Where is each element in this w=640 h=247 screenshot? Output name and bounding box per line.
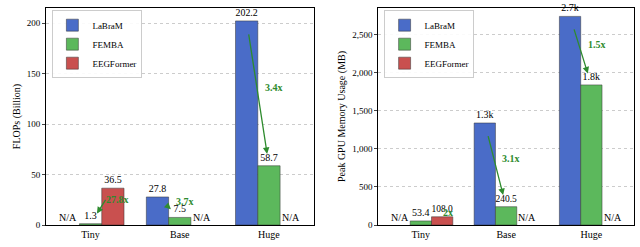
svg-text:58.7: 58.7 (260, 152, 278, 163)
svg-text:0: 0 (36, 220, 41, 230)
svg-text:N/A: N/A (518, 212, 536, 223)
svg-text:150: 150 (27, 69, 41, 79)
svg-text:7.5: 7.5 (174, 203, 187, 214)
svg-text:1,000: 1,000 (352, 144, 373, 154)
svg-text:1.3k: 1.3k (476, 109, 494, 120)
svg-text:100: 100 (27, 119, 41, 129)
svg-text:FLOPs (Billion): FLOPs (Billion) (11, 84, 23, 149)
svg-text:N/A: N/A (193, 212, 211, 223)
svg-text:202.2: 202.2 (236, 7, 258, 18)
svg-text:Tiny: Tiny (81, 229, 100, 240)
svg-text:27.8: 27.8 (149, 183, 167, 194)
svg-text:500: 500 (359, 182, 373, 192)
svg-text:Peak GPU Memory Usage (MB): Peak GPU Memory Usage (MB) (336, 51, 348, 182)
svg-text:N/A: N/A (59, 212, 77, 223)
svg-text:Huge: Huge (258, 229, 280, 240)
svg-text:53.4: 53.4 (412, 207, 430, 218)
svg-text:Tiny: Tiny (412, 229, 431, 240)
svg-text:1.8k: 1.8k (583, 71, 601, 82)
svg-text:Base: Base (496, 229, 516, 240)
svg-text:1.5x: 1.5x (588, 39, 606, 50)
svg-text:0: 0 (368, 220, 373, 230)
svg-text:EEGFormer: EEGFormer (92, 59, 136, 69)
svg-text:2,500: 2,500 (352, 30, 373, 40)
svg-text:3.4x: 3.4x (265, 82, 283, 93)
svg-text:3.7x: 3.7x (176, 196, 194, 207)
svg-text:N/A: N/A (282, 212, 300, 223)
svg-text:50: 50 (31, 170, 41, 180)
svg-text:3.1x: 3.1x (502, 153, 520, 164)
svg-text:240.5: 240.5 (495, 194, 517, 204)
svg-text:1.3: 1.3 (84, 210, 97, 221)
svg-text:LaBraM: LaBraM (92, 21, 123, 31)
svg-text:108.0: 108.0 (432, 204, 454, 214)
svg-text:Huge: Huge (581, 229, 603, 240)
svg-text:36.5: 36.5 (104, 174, 122, 185)
svg-text:1,500: 1,500 (352, 106, 373, 116)
svg-text:N/A: N/A (604, 212, 622, 223)
svg-text:2.7k: 2.7k (561, 2, 579, 13)
svg-text:2,000: 2,000 (352, 68, 373, 78)
svg-text:FEMBA: FEMBA (425, 40, 457, 50)
svg-text:Base: Base (170, 229, 190, 240)
svg-text:LaBraM: LaBraM (425, 21, 456, 31)
svg-text:200: 200 (27, 18, 41, 28)
svg-text:N/A: N/A (391, 212, 409, 223)
svg-text:FEMBA: FEMBA (92, 40, 124, 50)
svg-text:EEGFormer: EEGFormer (425, 59, 469, 69)
svg-text:2x: 2x (443, 207, 453, 218)
svg-text:27.8x: 27.8x (106, 194, 129, 205)
